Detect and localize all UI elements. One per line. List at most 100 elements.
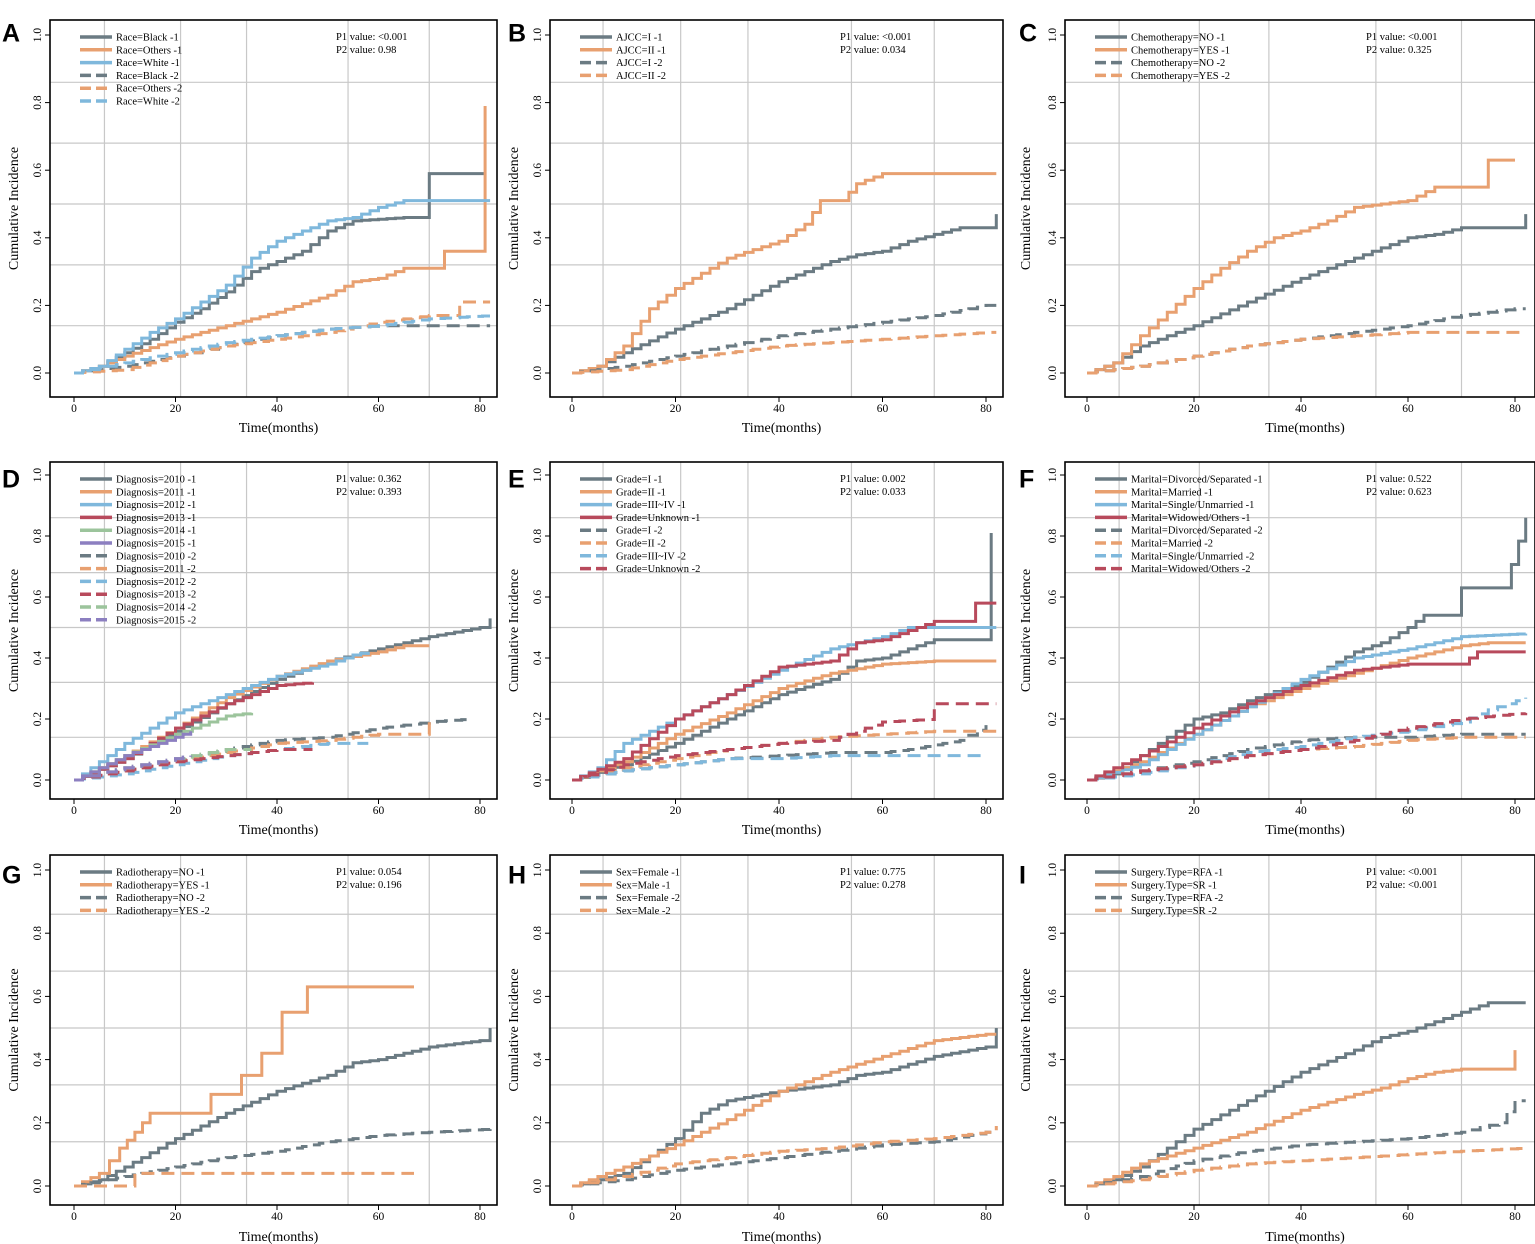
panel-i-xtick-label: 20 (1188, 1211, 1200, 1223)
panel-e-legend-label: Grade=Unknown -2 (616, 564, 700, 575)
panel-f-letter: F (1019, 466, 1034, 494)
panel-e-ytick-label: 0.6 (532, 590, 544, 605)
panel-i-curve-4 (1087, 1147, 1528, 1188)
panel-b-curves (572, 172, 998, 375)
panel-i-curves (1087, 1001, 1528, 1188)
panel-e-legend-label: Grade=II -2 (616, 539, 666, 550)
panel-b-xtick-label: 20 (670, 403, 682, 415)
panel-c-frame (1064, 19, 1535, 398)
panel-f-ylabel: Cumulative Incidence (1019, 569, 1034, 692)
panel-i-ytick-label: 0.6 (1047, 989, 1059, 1004)
panel-f-legend-label: Marital=Married -1 (1131, 487, 1213, 498)
panel-b-legend-label: AJCC=I -1 (616, 33, 662, 44)
panel-d-p2-value: P2 value: 0.393 (336, 487, 402, 498)
panel-h-p2-value: P2 value: 0.278 (840, 880, 906, 891)
panel-e-curve-2 (572, 659, 997, 782)
panel-c-curve-4 (1087, 330, 1526, 375)
panel-d: D 0.0 0.2 0.4 0.6 0.8 1.0 0 20 40 60 80 Time(months)… (2, 461, 498, 838)
panel-g-legend-label: Radiotherapy=YES -1 (116, 880, 210, 891)
panel-b-ytick-label: 0.0 (532, 366, 544, 381)
panel-a-legend-label: Race=Others -2 (116, 84, 182, 95)
panel-b-curve-3 (572, 303, 997, 375)
panel-i-ytick-label: 1.0 (1047, 863, 1059, 878)
panel-i-xlabel: Time(months) (1265, 1230, 1345, 1244)
panel-e-curve-7 (572, 754, 986, 782)
panel-e-p1-value: P1 value: 0.002 (840, 474, 906, 485)
panel-e-xlabel: Time(months) (742, 823, 822, 838)
panel-c-legend-label: Chemotherapy=YES -2 (1131, 71, 1230, 82)
panel-f-legend-label: Marital=Married -2 (1131, 539, 1213, 550)
panel-d-xtick-label: 80 (474, 805, 486, 817)
panel-a-xlabel: Time(months) (239, 421, 319, 436)
panel-d-legend-label: Diagnosis=2011 -1 (116, 487, 196, 498)
panel-d-frame (49, 461, 498, 800)
panel-f-legend-label: Marital=Widowed/Others -2 (1131, 564, 1251, 575)
panel-c-ytick-label: 0.0 (1047, 366, 1059, 381)
panel-c-legend-label: Chemotherapy=NO -2 (1131, 58, 1225, 69)
panel-c-xtick-label: 80 (1509, 403, 1521, 415)
panel-d-legend-label: Diagnosis=2013 -2 (116, 590, 196, 601)
panel-d-curve-3 (74, 651, 370, 782)
panel-f-curve-8 (1087, 712, 1528, 782)
panel-c-ytick-label: 0.2 (1047, 298, 1059, 313)
panel-b-xtick-label: 40 (773, 403, 785, 415)
panel-f-ytick-label: 0.0 (1047, 773, 1059, 788)
panel-a-legend-label: Race=Others -1 (116, 45, 182, 56)
panel-g-p1-value: P1 value: 0.054 (336, 867, 402, 878)
panel-d-ytick-label: 1.0 (32, 468, 44, 483)
panel-g-xlabel: Time(months) (239, 1230, 319, 1244)
panel-c-xtick-label: 20 (1188, 403, 1200, 415)
panel-g: G 0.0 0.2 0.4 0.6 0.8 1.0 0 20 40 60 80 Time(months)… (2, 854, 498, 1244)
panel-b-ytick-label: 1.0 (532, 28, 544, 43)
panel-d-legend-label: Diagnosis=2015 -1 (116, 539, 196, 550)
panel-h-legend-label: Sex=Male -2 (616, 906, 671, 917)
panel-d-legend-label: Diagnosis=2011 -2 (116, 564, 196, 575)
panel-e-p2-value: P2 value: 0.033 (840, 487, 906, 498)
panel-h-grid (550, 855, 1003, 1205)
panel-i-legend-label: Surgery.Type=RFA -2 (1131, 893, 1223, 904)
panel-f-xtick-label: 0 (1084, 805, 1090, 817)
panel-g-legend-label: Radiotherapy=NO -2 (116, 893, 205, 904)
panel-h-curves (572, 1028, 998, 1188)
panel-i-ytick-label: 0.0 (1047, 1179, 1059, 1194)
panel-c-curve-1 (1087, 214, 1528, 375)
panel-d-curves (74, 618, 492, 782)
panel-f-legend-label: Marital=Divorced/Separated -1 (1131, 475, 1263, 486)
panel-i-ytick-label: 0.2 (1047, 1115, 1059, 1130)
panel-e-legend-label: Grade=I -2 (616, 526, 662, 537)
panel-c-xlabel: Time(months) (1265, 421, 1345, 436)
panel-a-ylabel: Cumulative Incidence (7, 147, 22, 270)
panel-i-curve-3 (1087, 1099, 1526, 1188)
panel-d-legend-label: Diagnosis=2015 -2 (116, 615, 196, 626)
panel-b-ylabel: Cumulative Incidence (507, 147, 522, 270)
panel-b-frame (549, 19, 1004, 398)
panel-g-ylabel: Cumulative Incidence (7, 968, 22, 1091)
panel-b-ytick-label: 0.4 (532, 230, 544, 245)
panel-i-frame (1064, 854, 1535, 1206)
panel-b-curve-1 (572, 214, 998, 375)
panel-e-xtick-label: 0 (569, 805, 575, 817)
panel-e-legend-label: Grade=Unknown -1 (616, 513, 700, 524)
panel-f-ytick-label: 0.4 (1047, 651, 1059, 666)
panel-d-curve-12 (74, 755, 193, 782)
panel-b-p2-value: P2 value: 0.034 (840, 45, 906, 56)
panel-b-xtick-label: 80 (980, 403, 992, 415)
panel-b-xtick-label: 60 (877, 403, 889, 415)
panel-d-ylabel: Cumulative Incidence (7, 569, 22, 692)
panel-h-ytick-label: 0.4 (532, 1052, 544, 1067)
panel-f-p2-value: P2 value: 0.623 (1366, 487, 1432, 498)
panel-h-xtick-label: 0 (569, 1211, 575, 1223)
panel-a-p1-value: P1 value: <0.001 (336, 32, 408, 43)
panel-h-legend-label: Sex=Female -1 (616, 868, 680, 879)
panel-i-legend-label: Surgery.Type=RFA -1 (1131, 868, 1223, 879)
panel-d-legend-label: Diagnosis=2013 -1 (116, 513, 196, 524)
panel-e-ytick-label: 1.0 (532, 468, 544, 483)
panel-h: H 0.0 0.2 0.4 0.6 0.8 1.0 0 20 40 60 80 Time(months)… (507, 854, 1004, 1244)
panel-g-frame (49, 854, 498, 1206)
panel-h-ytick-label: 0.6 (532, 989, 544, 1004)
panel-a-xtick-label: 40 (271, 403, 283, 415)
panel-d-ytick-label: 0.0 (32, 773, 44, 788)
panel-f-curve-3 (1087, 632, 1528, 782)
panel-h-p1-value: P1 value: 0.775 (840, 867, 906, 878)
